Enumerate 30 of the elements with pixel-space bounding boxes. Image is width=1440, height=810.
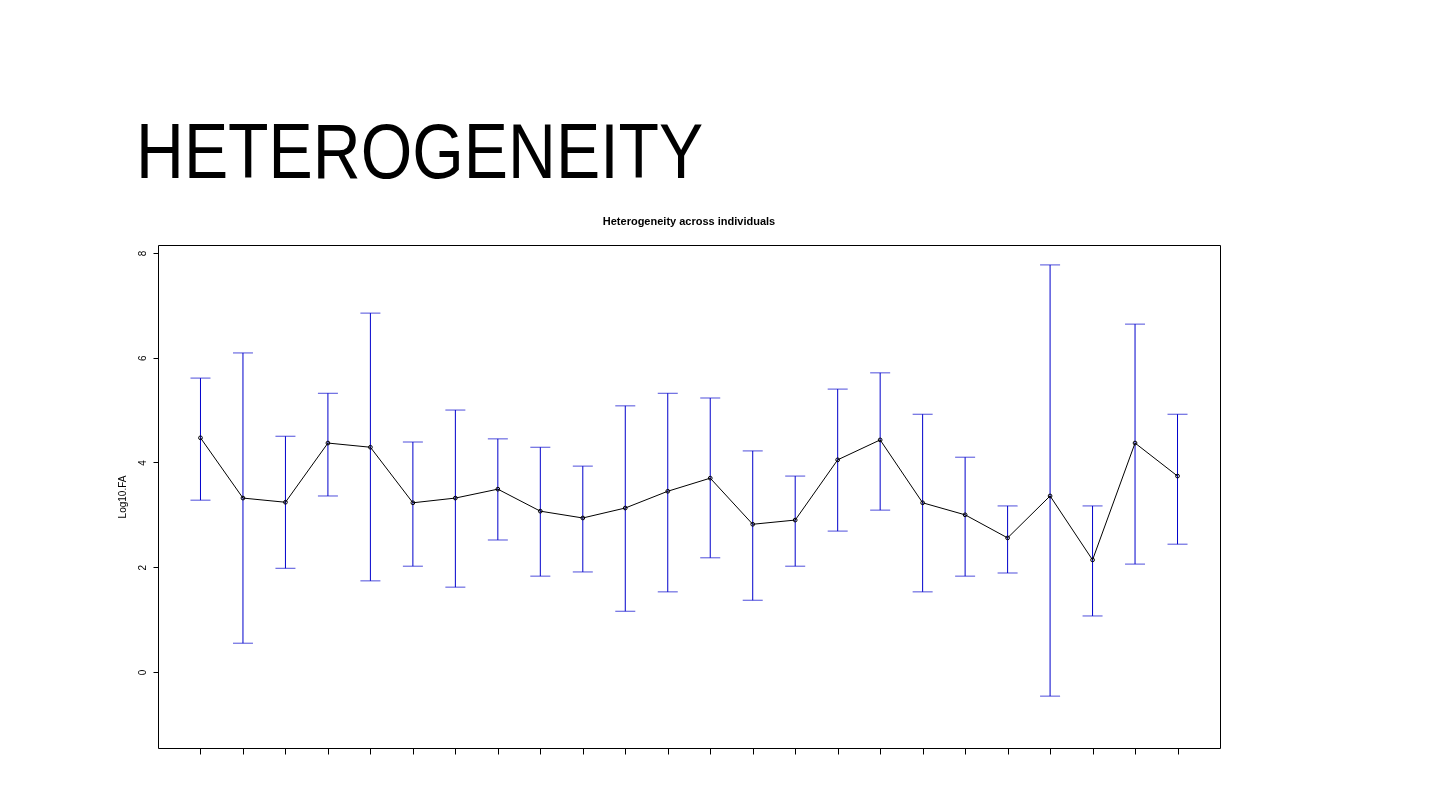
point [1005,535,1010,541]
point [877,437,883,443]
point [1047,493,1053,499]
y-tick-label: 0 [136,669,148,676]
point [962,512,968,518]
point [707,475,713,481]
point [1132,440,1138,446]
point [792,517,798,523]
point [835,457,841,463]
point [537,508,543,514]
point [580,515,586,521]
y-tick-label: 2 [136,564,148,571]
point [665,488,671,494]
point [495,486,501,492]
point [283,499,288,505]
y-axis-title: Log10.FA [116,475,128,519]
chart-subtitle: Heterogeneity across individuals [602,215,776,227]
point [325,440,331,446]
y-tick-label: 4 [136,459,148,466]
point [920,500,926,506]
point [410,500,416,506]
point [622,505,628,511]
point [452,495,458,501]
point [1090,557,1095,563]
point [368,444,373,450]
y-tick-label: 6 [136,354,148,361]
chart-title: HETEROGENEITY [136,107,704,195]
point [750,521,756,527]
point [240,495,246,501]
y-tick-label: 8 [136,250,148,257]
